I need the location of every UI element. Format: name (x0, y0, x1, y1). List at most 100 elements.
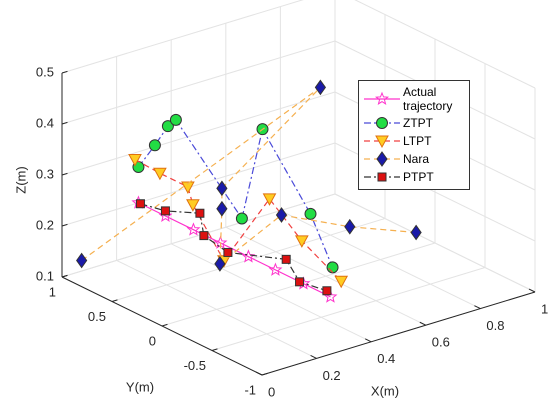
marker (135, 199, 145, 209)
grid-line (61, 142, 336, 227)
legend-swatch (364, 151, 400, 167)
marker (375, 135, 389, 149)
y-tick-label: -1 (244, 382, 256, 397)
marker (275, 207, 288, 223)
tick-mark (419, 321, 427, 326)
series-line (81, 86, 417, 266)
y-tick-label: 0.5 (88, 309, 106, 324)
marker (181, 181, 195, 195)
legend-label: Nara (403, 152, 430, 166)
marker (295, 277, 305, 287)
marker (376, 151, 388, 167)
z-tick-label: 0.3 (36, 166, 54, 181)
y-tick-label: 0 (149, 333, 156, 348)
grid-line (334, 193, 536, 293)
marker (199, 231, 209, 241)
legend-swatch (364, 117, 400, 129)
marker (295, 235, 309, 248)
tick-mark (61, 274, 68, 278)
y-tick-label: -0.5 (184, 358, 206, 373)
marker (326, 261, 339, 274)
tick-mark (211, 348, 218, 351)
marker (334, 275, 349, 289)
legend-entry: Actual trajectory (359, 84, 469, 114)
marker (195, 208, 205, 218)
tick-mark (61, 121, 68, 125)
marker (268, 262, 283, 276)
legend-label: Actual trajectory (403, 85, 453, 113)
marker (216, 180, 228, 197)
z-tick-label: 0.5 (36, 64, 54, 79)
marker (322, 286, 332, 296)
marker (76, 252, 88, 269)
x-tick-label: 0.8 (486, 318, 504, 333)
grid-line (61, 40, 336, 125)
marker (376, 117, 388, 129)
x-tick-label: 0.2 (323, 368, 341, 383)
legend-entry: PTPT (359, 168, 469, 186)
grid-line (211, 267, 486, 351)
grid-line (61, 193, 336, 278)
tick-mark (528, 288, 536, 293)
series-line (140, 203, 328, 292)
marker (148, 139, 161, 152)
tick-mark (474, 305, 481, 310)
marker (160, 206, 170, 216)
marker (241, 249, 256, 263)
marker (374, 91, 390, 105)
marker (216, 200, 228, 217)
tick-mark (111, 299, 118, 302)
marker (314, 79, 327, 96)
legend-entry: ZTPT (359, 114, 469, 132)
z-tick-label: 0.1 (36, 268, 54, 283)
y-axis-label: Y(m) (126, 379, 154, 394)
x-tick-label: 0.6 (432, 335, 450, 350)
tick-mark (261, 372, 268, 376)
marker (186, 199, 200, 212)
marker (344, 218, 356, 235)
marker (262, 193, 277, 206)
tick-mark (61, 70, 68, 74)
axis-line (261, 291, 536, 376)
tick-mark (364, 338, 372, 343)
x-tick-label: 0.4 (377, 351, 395, 366)
tick-mark (61, 223, 68, 227)
legend: Actual trajectory ZTPT LTPT Nara PTPT (358, 80, 470, 190)
tick-mark (161, 323, 168, 327)
grid-line (61, 91, 336, 176)
x-tick-label: 0 (268, 384, 275, 399)
marker (235, 212, 248, 225)
marker (169, 113, 182, 126)
marker (304, 207, 317, 220)
z-tick-label: 0.2 (36, 217, 54, 232)
grid-line (354, 0, 536, 89)
marker (128, 154, 142, 167)
legend-entry: LTPT (359, 132, 469, 150)
marker (281, 254, 291, 264)
tick-mark (255, 371, 263, 376)
legend-entry: Nara (359, 150, 469, 168)
legend-swatch (364, 135, 400, 149)
z-axis-label: Z(m) (13, 166, 28, 193)
legend-swatch (364, 91, 400, 105)
tick-mark (61, 172, 68, 176)
marker (186, 222, 201, 236)
marker (153, 167, 167, 181)
z-tick-label: 0.4 (36, 115, 54, 130)
legend-label: PTPT (403, 170, 434, 184)
legend-swatch (364, 172, 400, 182)
grid-line (111, 218, 386, 302)
legend-label: ZTPT (403, 116, 433, 130)
marker (377, 172, 387, 182)
y-tick-label: 1 (49, 284, 56, 299)
x-tick-label: 1 (541, 301, 548, 316)
tick-mark (310, 355, 317, 359)
x-axis-label: X(m) (371, 383, 399, 398)
marker (410, 224, 422, 241)
legend-label: LTPT (403, 134, 432, 148)
marker (161, 120, 174, 133)
grid-line (61, 0, 304, 74)
marker (214, 255, 226, 272)
